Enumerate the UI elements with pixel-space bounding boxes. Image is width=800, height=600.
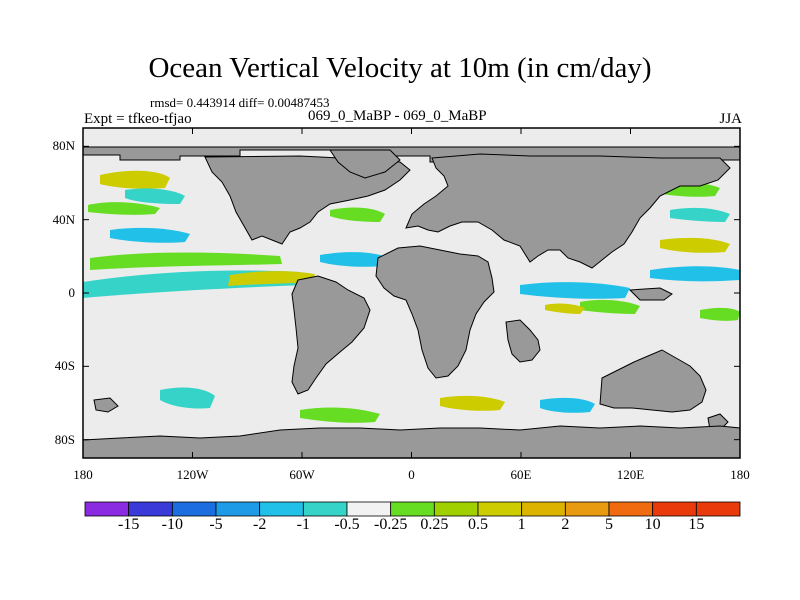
colorbar-label: -0.5 bbox=[334, 516, 360, 533]
patch-central-pacific-blue bbox=[110, 227, 190, 243]
lon-label: 180 bbox=[73, 467, 93, 482]
colorbar-box bbox=[171, 501, 217, 517]
colorbar-label: 10 bbox=[644, 516, 661, 533]
lon-label: 180 bbox=[730, 467, 750, 482]
patch-equatorial-yellow bbox=[228, 271, 315, 286]
colorbar-label: -1 bbox=[296, 516, 310, 533]
colorbar-label: -5 bbox=[209, 516, 223, 533]
colorbar-label: 0.5 bbox=[468, 516, 488, 533]
patch-north-pacific-yellow bbox=[100, 170, 170, 189]
colorbar-box bbox=[259, 501, 304, 517]
map-plot bbox=[82, 127, 741, 459]
land-antarctica bbox=[82, 425, 741, 459]
patch-south-indian-cyan bbox=[540, 397, 595, 413]
lat-label: 40N bbox=[52, 211, 75, 227]
lat-label: 80N bbox=[52, 138, 75, 154]
colorbar-label: -0.25 bbox=[373, 516, 408, 533]
colorbar-box bbox=[84, 501, 130, 517]
land-madagascar bbox=[505, 319, 541, 363]
colorbar-box bbox=[477, 501, 523, 517]
land-southern-island bbox=[93, 397, 119, 413]
season-text: JJA bbox=[719, 111, 742, 127]
patch-south-pacific-cyan bbox=[160, 387, 215, 409]
lon-label: 60W bbox=[289, 467, 315, 482]
patch-nw-pacific-cyan bbox=[670, 207, 730, 222]
lon-label: 120E bbox=[616, 467, 645, 482]
lat-label: 40S bbox=[54, 358, 75, 374]
patch-southern-ocean-yellow bbox=[440, 395, 505, 411]
colorbar-box bbox=[695, 501, 741, 517]
colorbar-label: -10 bbox=[161, 516, 183, 533]
land-australia bbox=[599, 349, 707, 413]
land-north-america bbox=[204, 155, 411, 245]
colorbar-box bbox=[215, 501, 261, 517]
patch-indian-cyan bbox=[520, 282, 630, 299]
patch-atlantic-cyan bbox=[320, 252, 390, 267]
lat-label: 0 bbox=[68, 285, 76, 300]
land-south-america bbox=[291, 275, 371, 395]
colorbar bbox=[84, 501, 741, 517]
patch-east-pacific-green bbox=[700, 307, 740, 321]
patch-south-atlantic-green bbox=[300, 407, 380, 423]
land-greenland bbox=[329, 149, 401, 179]
experiment-text: Expt = tfkeo-tfjao bbox=[84, 111, 192, 127]
patch-north-pacific-cyan bbox=[125, 188, 185, 204]
lon-label: 60E bbox=[510, 467, 532, 482]
colorbar-label: -15 bbox=[117, 516, 140, 533]
patch-equatorial-green bbox=[90, 252, 282, 270]
runs-text: 069_0_MaBP - 069_0_MaBP bbox=[308, 108, 487, 124]
patch-west-pacific-cyan bbox=[650, 266, 740, 282]
colorbar-box bbox=[128, 501, 173, 517]
lat-tick-marks bbox=[83, 145, 740, 441]
colorbar-label: 1 bbox=[517, 516, 526, 533]
colorbar-box bbox=[302, 501, 348, 517]
field-patches bbox=[83, 170, 740, 444]
stats-text: rmsd= 0.443914 diff= 0.00487453 bbox=[150, 95, 330, 110]
colorbar-label: 0.25 bbox=[420, 516, 449, 533]
land-africa bbox=[375, 245, 495, 379]
patch-west-pacific-yellow bbox=[660, 237, 730, 253]
colorbar-box bbox=[390, 501, 435, 517]
patch-north-pacific-green bbox=[88, 202, 160, 215]
colorbar-box bbox=[564, 501, 610, 517]
land-eurasia bbox=[405, 153, 731, 269]
map-title: Ocean Vertical Velocity at 10m (in cm/da… bbox=[148, 52, 652, 84]
lon-label: 0 bbox=[408, 467, 415, 482]
patch-indian-yellow bbox=[545, 303, 585, 314]
colorbar-label: -2 bbox=[252, 516, 267, 533]
colorbar-label: 15 bbox=[688, 516, 705, 533]
lon-label: 120W bbox=[176, 467, 209, 482]
colorbar-box bbox=[521, 501, 566, 517]
lon-tick-marks bbox=[82, 128, 741, 458]
colorbar-label: 5 bbox=[605, 516, 613, 533]
patch-atlantic-green bbox=[330, 207, 385, 222]
land-indonesia bbox=[628, 287, 673, 301]
colorbar-box bbox=[346, 501, 392, 517]
colorbar-box bbox=[652, 501, 697, 517]
colorbar-box bbox=[433, 501, 479, 517]
lat-label: 80S bbox=[54, 431, 75, 447]
land-masses bbox=[82, 146, 741, 459]
patch-indian-green bbox=[580, 299, 640, 314]
colorbar-label: 2 bbox=[561, 516, 570, 533]
colorbar-box bbox=[608, 501, 654, 517]
